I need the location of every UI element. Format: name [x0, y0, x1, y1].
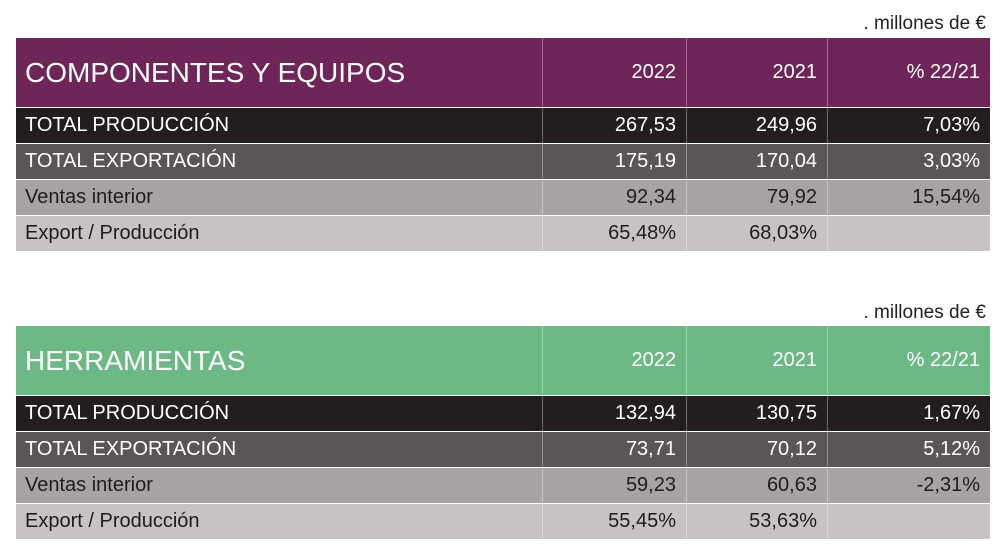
table-row: Export / Producción 55,45% 53,63% — [16, 504, 990, 540]
value-2021: 68,03% — [687, 216, 828, 251]
column-header-pct: % 22/21 — [828, 38, 990, 107]
value-pct: 1,67% — [828, 396, 990, 431]
components-table: COMPONENTES Y EQUIPOS 2022 2021 % 22/21 … — [16, 38, 990, 252]
value-2022: 73,71 — [543, 432, 687, 467]
row-label: TOTAL EXPORTACIÓN — [16, 432, 543, 467]
row-label: Export / Producción — [16, 216, 543, 251]
row-label: TOTAL PRODUCCIÓN — [16, 108, 543, 143]
table-row: Ventas interior 92,34 79,92 15,54% — [16, 180, 990, 216]
value-pct: 3,03% — [828, 144, 990, 179]
value-pct: -2,31% — [828, 468, 990, 503]
column-header-pct: % 22/21 — [828, 326, 990, 395]
value-pct: 15,54% — [828, 180, 990, 215]
value-2021: 130,75 — [687, 396, 828, 431]
row-label: Ventas interior — [16, 468, 543, 503]
value-pct: 5,12% — [828, 432, 990, 467]
value-2021: 249,96 — [687, 108, 828, 143]
row-label: Export / Producción — [16, 504, 543, 539]
table-row: TOTAL EXPORTACIÓN 175,19 170,04 3,03% — [16, 144, 990, 180]
value-2022: 132,94 — [543, 396, 687, 431]
value-2022: 65,48% — [543, 216, 687, 251]
table-title: COMPONENTES Y EQUIPOS — [16, 38, 543, 107]
value-2021: 60,63 — [687, 468, 828, 503]
table-row: TOTAL EXPORTACIÓN 73,71 70,12 5,12% — [16, 432, 990, 468]
value-pct — [828, 504, 990, 539]
table-title: HERRAMIENTAS — [16, 326, 543, 395]
value-2022: 267,53 — [543, 108, 687, 143]
value-2022: 175,19 — [543, 144, 687, 179]
table-row: Export / Producción 65,48% 68,03% — [16, 216, 990, 252]
row-label: Ventas interior — [16, 180, 543, 215]
column-header-2022: 2022 — [543, 38, 687, 107]
value-2021: 70,12 — [687, 432, 828, 467]
row-label: TOTAL PRODUCCIÓN — [16, 396, 543, 431]
value-pct — [828, 216, 990, 251]
table-row: TOTAL PRODUCCIÓN 132,94 130,75 1,67% — [16, 396, 990, 432]
column-header-2021: 2021 — [687, 326, 828, 395]
column-header-2021: 2021 — [687, 38, 828, 107]
column-header-2022: 2022 — [543, 326, 687, 395]
unit-note: . millones de € — [863, 13, 986, 34]
table-header: HERRAMIENTAS 2022 2021 % 22/21 — [16, 326, 990, 396]
value-2021: 79,92 — [687, 180, 828, 215]
row-label: TOTAL EXPORTACIÓN — [16, 144, 543, 179]
tools-table: HERRAMIENTAS 2022 2021 % 22/21 TOTAL PRO… — [16, 326, 990, 540]
table-row: TOTAL PRODUCCIÓN 267,53 249,96 7,03% — [16, 108, 990, 144]
value-2021: 53,63% — [687, 504, 828, 539]
table-header: COMPONENTES Y EQUIPOS 2022 2021 % 22/21 — [16, 38, 990, 108]
value-2021: 170,04 — [687, 144, 828, 179]
value-2022: 59,23 — [543, 468, 687, 503]
table-row: Ventas interior 59,23 60,63 -2,31% — [16, 468, 990, 504]
value-2022: 92,34 — [543, 180, 687, 215]
value-pct: 7,03% — [828, 108, 990, 143]
value-2022: 55,45% — [543, 504, 687, 539]
unit-note: . millones de € — [863, 302, 986, 323]
